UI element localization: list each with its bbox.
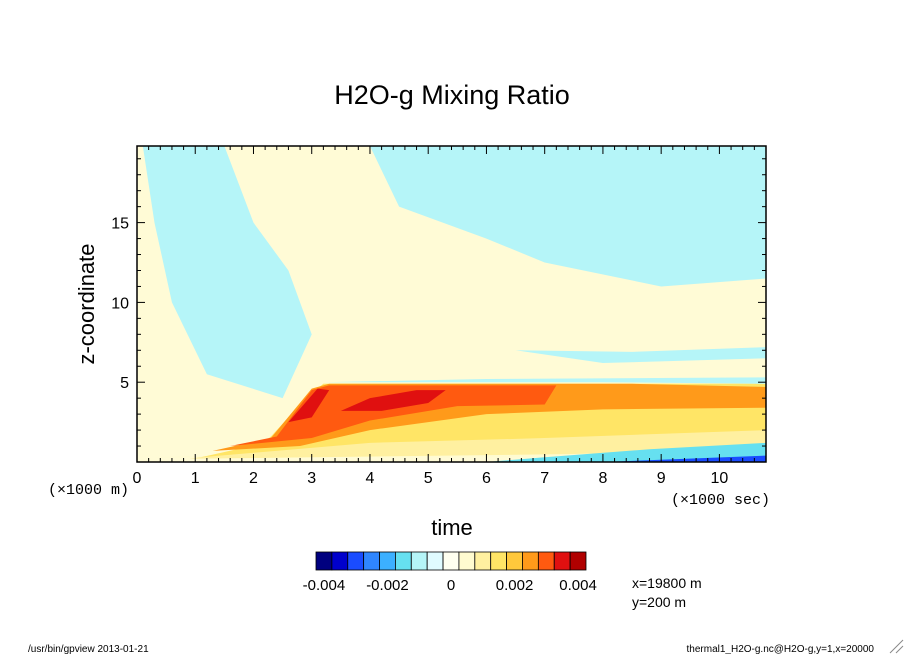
x-tick-labels: 0 1 2 3 4 5 6 7 8 9 10 <box>133 470 729 487</box>
colorbar-swatch <box>522 551 539 571</box>
colorbar-swatch <box>410 551 428 571</box>
colorbar-tick-label: 0.004 <box>559 577 597 594</box>
colorbar-tick-label: 0 <box>447 577 455 594</box>
colorbar-swatch <box>474 551 492 571</box>
colorbar-swatch <box>347 551 365 571</box>
colorbar <box>315 551 587 571</box>
colorbar-swatch <box>458 551 476 571</box>
colorbar-swatch <box>553 551 571 571</box>
y-unit-label: (×1000 m) <box>48 482 129 499</box>
x-tick-label: 5 <box>424 470 433 487</box>
colorbar-swatch <box>395 551 412 571</box>
colorbar-tick-label: -0.004 <box>303 577 346 594</box>
x-tick-label: 6 <box>482 470 491 487</box>
y-tick-label: 10 <box>111 295 129 312</box>
heatmap-region-9 <box>515 347 766 364</box>
x-tick-label: 7 <box>540 470 549 487</box>
chart-title: H2O-g Mixing Ratio <box>334 80 570 110</box>
x-tick-label: 4 <box>366 470 375 487</box>
colorbar-swatch <box>331 551 349 571</box>
x-tick-label: 1 <box>191 470 200 487</box>
footer-right: thermal1_H2O-g.nc@H2O-g,y=1,x=20000 <box>687 644 875 654</box>
colorbar-swatch <box>490 551 507 571</box>
annotation-y: y=200 m <box>632 594 686 610</box>
x-tick-label: 8 <box>598 470 607 487</box>
colorbar-swatch <box>506 551 523 571</box>
y-axis-label: z-coordinate <box>74 243 99 364</box>
annotation-x: x=19800 m <box>632 575 702 591</box>
heatmap-region-6 <box>340 390 446 411</box>
x-unit-label: (×1000 sec) <box>671 492 770 509</box>
x-tick-label: 0 <box>133 470 142 487</box>
heatmap-region-11 <box>486 442 766 462</box>
heatmap-region-5 <box>288 388 330 423</box>
x-tick-label: 3 <box>307 470 316 487</box>
axis-ticks <box>136 146 767 462</box>
y-tick-label: 5 <box>120 375 129 392</box>
colorbar-swatch <box>442 551 460 571</box>
colorbar-swatch <box>569 551 587 571</box>
heatmap-region-10 <box>323 377 766 384</box>
y-tick-labels: 5 10 15 <box>111 216 129 393</box>
heatmap-region-7 <box>142 146 312 399</box>
heatmap-regions <box>142 146 766 462</box>
footer-left: /usr/bin/gpview 2013-01-21 <box>28 644 149 654</box>
colorbar-swatch <box>426 551 444 571</box>
x-tick-label: 2 <box>249 470 258 487</box>
plot-area <box>136 145 767 463</box>
resize-grip-icon[interactable] <box>889 639 904 654</box>
heatmap-region-8 <box>369 146 766 287</box>
x-tick-label: 10 <box>711 470 729 487</box>
colorbar-swatch <box>363 551 380 571</box>
colorbar-tick-labels: -0.004 -0.002 0 0.002 0.004 <box>303 577 597 594</box>
colorbar-swatch <box>315 551 333 571</box>
colorbar-swatch <box>537 551 555 571</box>
colorbar-tick-label: -0.002 <box>366 577 409 594</box>
y-tick-label: 15 <box>111 216 129 233</box>
x-tick-label: 9 <box>657 470 666 487</box>
colorbar-tick-label: 0.002 <box>496 577 534 594</box>
colorbar-swatch <box>379 551 396 571</box>
x-axis-label: time <box>431 515 473 540</box>
